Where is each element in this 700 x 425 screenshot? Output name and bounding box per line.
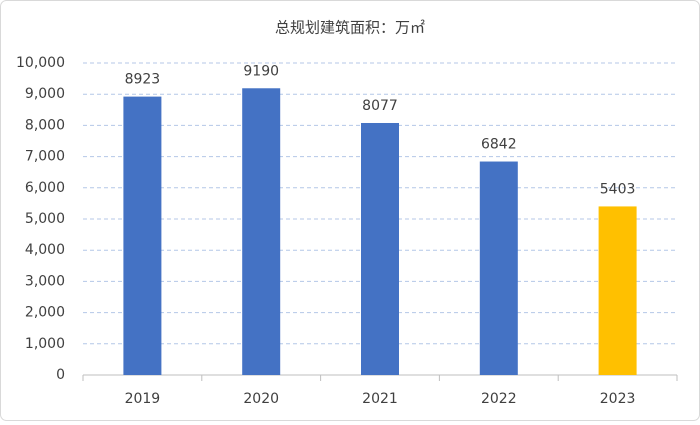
y-tick-label: 10,000 <box>16 55 65 71</box>
data-label: 8077 <box>362 98 398 114</box>
bar <box>123 96 162 375</box>
x-tick-label: 2021 <box>362 391 398 407</box>
x-tick-label: 2023 <box>600 391 636 407</box>
y-tick-label: 8,000 <box>25 117 65 133</box>
bar <box>479 161 518 375</box>
x-tick-label: 2022 <box>481 391 517 407</box>
y-tick-label: 9,000 <box>25 86 65 102</box>
y-tick-label: 6,000 <box>25 180 65 196</box>
data-label: 9190 <box>243 63 279 79</box>
y-tick-label: 4,000 <box>25 242 65 258</box>
data-label: 6842 <box>481 137 517 153</box>
data-label: 5403 <box>600 181 636 197</box>
bar <box>242 88 281 375</box>
data-label: 8923 <box>125 72 161 88</box>
x-tick-label: 2020 <box>243 391 279 407</box>
y-tick-label: 5,000 <box>25 211 65 227</box>
chart-title: 总规划建筑面积：万㎡ <box>275 19 425 37</box>
y-tick-label: 3,000 <box>25 273 65 289</box>
y-tick-label: 7,000 <box>25 149 65 165</box>
x-tick-label: 2019 <box>125 391 161 407</box>
y-tick-label: 0 <box>56 367 65 383</box>
bar <box>598 206 637 375</box>
y-tick-label: 1,000 <box>25 336 65 352</box>
y-tick-label: 2,000 <box>25 305 65 321</box>
bar <box>361 122 399 376</box>
